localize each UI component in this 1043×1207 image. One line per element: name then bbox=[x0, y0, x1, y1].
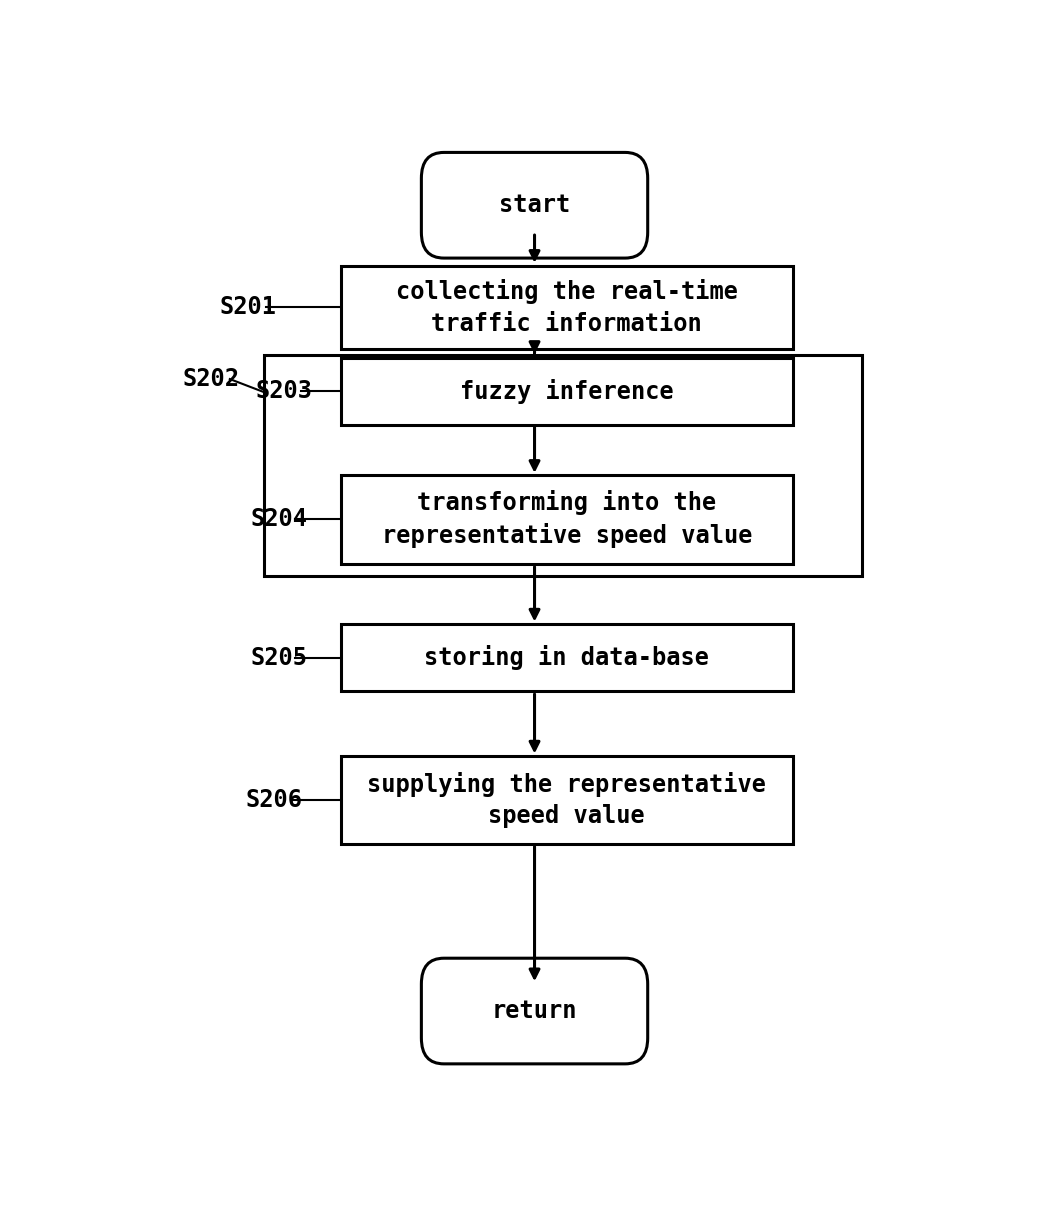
Text: fuzzy inference: fuzzy inference bbox=[460, 379, 674, 403]
FancyBboxPatch shape bbox=[421, 958, 648, 1063]
Text: transforming into the
representative speed value: transforming into the representative spe… bbox=[382, 490, 752, 548]
Text: collecting the real-time
traffic information: collecting the real-time traffic informa… bbox=[396, 279, 737, 336]
FancyBboxPatch shape bbox=[421, 152, 648, 258]
Text: S206: S206 bbox=[246, 788, 302, 812]
Text: supplying the representative
speed value: supplying the representative speed value bbox=[367, 771, 767, 828]
Text: S202: S202 bbox=[183, 367, 240, 391]
Text: S201: S201 bbox=[219, 296, 276, 320]
Bar bbox=[340, 476, 794, 564]
Bar bbox=[340, 756, 794, 844]
Bar bbox=[340, 624, 794, 692]
Bar bbox=[340, 266, 794, 349]
Text: S205: S205 bbox=[250, 646, 307, 670]
Bar bbox=[340, 357, 794, 425]
Bar bbox=[264, 355, 862, 576]
Text: storing in data-base: storing in data-base bbox=[425, 646, 709, 670]
Text: return: return bbox=[492, 999, 577, 1024]
Text: S204: S204 bbox=[250, 507, 307, 531]
Text: start: start bbox=[499, 193, 571, 217]
Text: S203: S203 bbox=[256, 379, 313, 403]
